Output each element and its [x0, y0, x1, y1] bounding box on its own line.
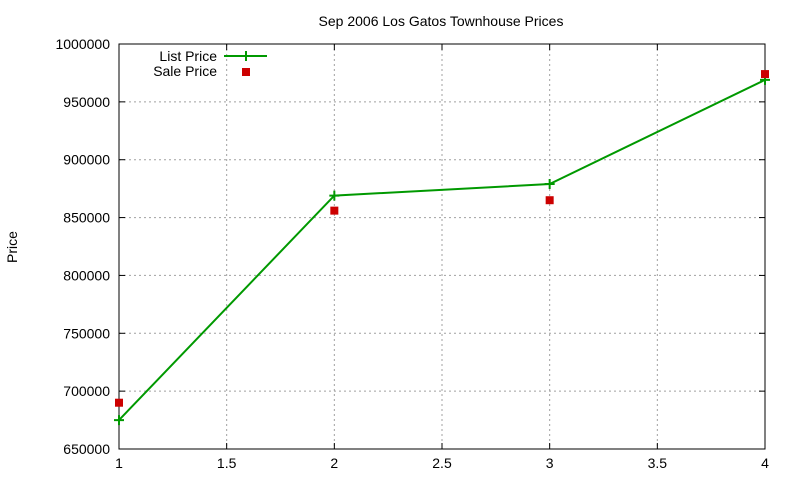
- data-point-list-price: [544, 179, 555, 190]
- x-tick-label: 3: [546, 455, 554, 471]
- y-tick-label: 800000: [63, 267, 110, 283]
- series-line-list-price: [118, 78, 766, 421]
- chart-title: Sep 2006 Los Gatos Townhouse Prices: [319, 13, 564, 29]
- x-tick-label: 2.5: [432, 455, 452, 471]
- data-point-list-price: [329, 190, 340, 201]
- y-tick-label: 950000: [63, 94, 110, 110]
- y-tick-label: 1000000: [55, 36, 110, 52]
- x-tick-label: 4: [761, 455, 769, 471]
- legend-marker-sale-price: [242, 68, 250, 76]
- y-tick-label: 900000: [63, 152, 110, 168]
- data-point-sale-price: [545, 196, 554, 205]
- legend-label-list-price: List Price: [159, 48, 217, 64]
- data-point-sale-price: [330, 206, 339, 215]
- y-tick-label: 750000: [63, 325, 110, 341]
- data-point-list-price: [114, 415, 124, 426]
- data-point-sale-price: [115, 398, 123, 407]
- legend-marker-list-price: [241, 51, 251, 61]
- y-tick-label: 650000: [63, 441, 110, 457]
- grid: [119, 44, 765, 449]
- x-tick-label: 1.5: [217, 455, 237, 471]
- data-point-sale-price: [761, 70, 769, 79]
- legend: List Price Sale Price: [153, 48, 267, 79]
- x-tick-label: 1: [115, 455, 123, 471]
- y-tick-label: 850000: [63, 210, 110, 226]
- x-tick-label: 3.5: [648, 455, 668, 471]
- y-tick-label: 700000: [63, 383, 110, 399]
- x-tick-label: 2: [330, 455, 338, 471]
- legend-label-sale-price: Sale Price: [153, 63, 217, 79]
- series: [114, 70, 770, 426]
- axis-ticks: 1 1.5 2 2.5 3 3.5 4 650000 700000 750000 800000 850…: [55, 36, 769, 471]
- y-axis-label: Price: [4, 231, 20, 263]
